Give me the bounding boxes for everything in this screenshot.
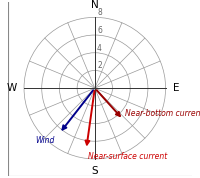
Text: Near-surface current: Near-surface current	[88, 152, 167, 161]
Text: W: W	[7, 83, 17, 93]
Text: 4: 4	[97, 44, 102, 53]
Text: Near-bottom current: Near-bottom current	[125, 109, 200, 118]
Text: 8: 8	[97, 8, 102, 17]
Text: 2: 2	[97, 61, 102, 70]
Text: N: N	[91, 0, 99, 10]
Text: S: S	[92, 166, 98, 176]
Text: 6: 6	[97, 26, 102, 35]
Text: E: E	[173, 83, 179, 93]
Text: Wind: Wind	[36, 136, 55, 145]
